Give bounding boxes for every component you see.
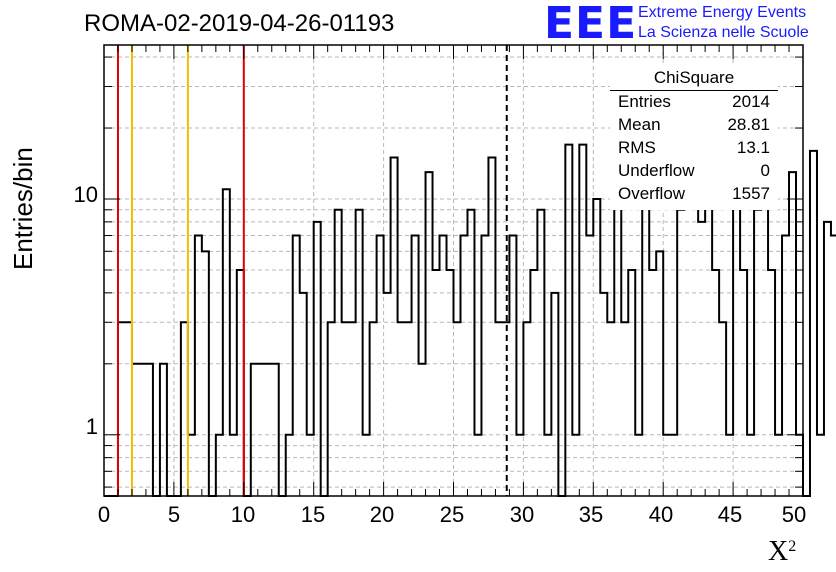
stats-value: 13.1	[736, 138, 770, 157]
x-tick-label: 10	[230, 502, 256, 527]
stats-row-entries: Entries 2014	[618, 92, 770, 114]
stats-row-overflow: Overflow 1557	[618, 184, 770, 206]
x-tick-label: 30	[509, 502, 535, 527]
x-tick-label: 25	[439, 502, 465, 527]
stats-name: ChiSquare	[653, 68, 735, 87]
stats-value: 0	[760, 161, 770, 180]
x-tick-label: 0	[97, 502, 111, 527]
x-axis-label: X2	[768, 536, 797, 567]
stats-key: Mean	[618, 115, 661, 134]
histogram-line	[104, 143, 836, 497]
x-tick-label: 15	[300, 502, 326, 527]
stats-row-rms: RMS 13.1	[618, 138, 770, 160]
x-tick-label: 35	[578, 502, 604, 527]
y-axis-label: Entries/bin	[8, 147, 38, 270]
stats-key: Entries	[618, 92, 671, 111]
eee-logo: EEE	[544, 0, 638, 49]
x-tick-label: 45	[717, 502, 743, 527]
stats-value: 1557	[732, 184, 770, 203]
stats-divider	[610, 90, 778, 91]
x-tick-label: 40	[648, 502, 674, 527]
logo-line-1: Extreme Energy Events	[638, 4, 807, 21]
x-tick-label: 50	[781, 502, 807, 527]
stats-row-mean: Mean 28.81	[618, 115, 770, 137]
stats-box: ChiSquare Entries 2014 Mean 28.81 RMS 13…	[610, 66, 778, 210]
stats-key: RMS	[618, 138, 656, 157]
y-tick-label: 1	[85, 414, 98, 439]
x-tick-label: 5	[167, 502, 181, 527]
x-tick-label: 20	[369, 502, 395, 527]
plot-frame	[103, 44, 804, 497]
stats-row-underflow: Underflow 0	[618, 161, 770, 183]
y-tick-label: 10	[73, 182, 98, 207]
stats-key: Overflow	[618, 184, 686, 203]
stats-key: Underflow	[618, 161, 695, 180]
logo-line-2: La Scienza nelle Scuole	[638, 24, 809, 41]
plot-title: ROMA-02-2019-04-26-01193	[84, 10, 395, 37]
stats-value: 2014	[732, 92, 770, 111]
stats-value: 28.81	[727, 115, 770, 134]
